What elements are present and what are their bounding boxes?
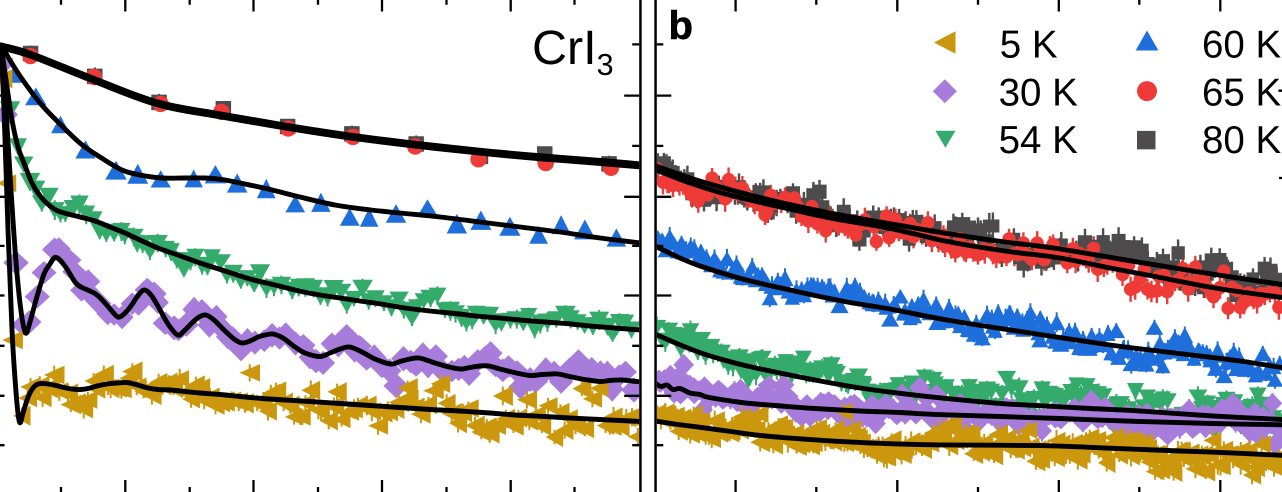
svg-text:5 K: 5 K xyxy=(1000,24,1058,67)
svg-text:54 K: 54 K xyxy=(999,119,1079,162)
svg-text:65 K: 65 K xyxy=(1202,71,1282,114)
svg-text:60 K: 60 K xyxy=(1202,24,1282,67)
svg-text:30 K: 30 K xyxy=(999,71,1079,114)
svg-text:b: b xyxy=(669,4,693,48)
svg-text:80 K: 80 K xyxy=(1202,119,1282,162)
